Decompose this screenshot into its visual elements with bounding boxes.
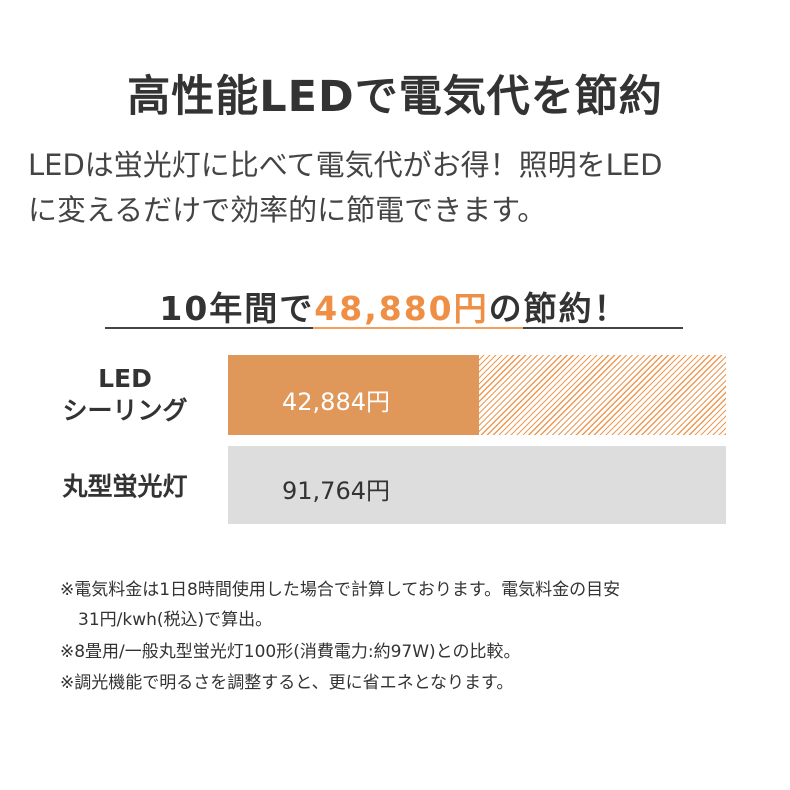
bar-led [228,355,480,435]
bar-led-savings-hatch [479,355,726,435]
bar-label-fluorescent: 91,764円 [282,477,390,505]
savings-suffix: の節約！ [488,289,629,328]
category-label-led: LED シーリング [30,363,220,427]
page-title: 高性能LEDで電気代を節約 [127,72,663,122]
savings-heading: 10年間で48,880円の節約！ [105,282,683,330]
category-label-led-line1: LED [98,364,152,393]
description-line-1: LEDは蛍光灯に比べて電気代がお得！照明をLED [28,148,663,182]
savings-prefix: 10年間で [159,289,315,328]
savings-amount: 48,880円 [314,289,489,328]
description-line-2: に変えるだけで効率的に節電できます。 [28,193,547,227]
note-3: ※調光機能で明るさを調整すると、更に省エネとなります。 [60,673,514,693]
note-1: ※電気料金は1日8時間使用した場合で計算しております。電気料金の目安 [60,580,621,600]
category-label-led-line2: シーリング [62,396,188,425]
bar-fluorescent [228,446,726,524]
bar-label-led: 42,884円 [282,388,390,416]
note-2: ※8畳用/一般丸型蛍光灯100形(消費電力:約97W)との比較。 [60,642,521,662]
category-label-fluorescent: 丸型蛍光灯 [62,472,188,501]
savings-amount-underline [313,327,523,329]
note-1-cont: 31円/kwh(税込)で算出。 [78,610,273,630]
